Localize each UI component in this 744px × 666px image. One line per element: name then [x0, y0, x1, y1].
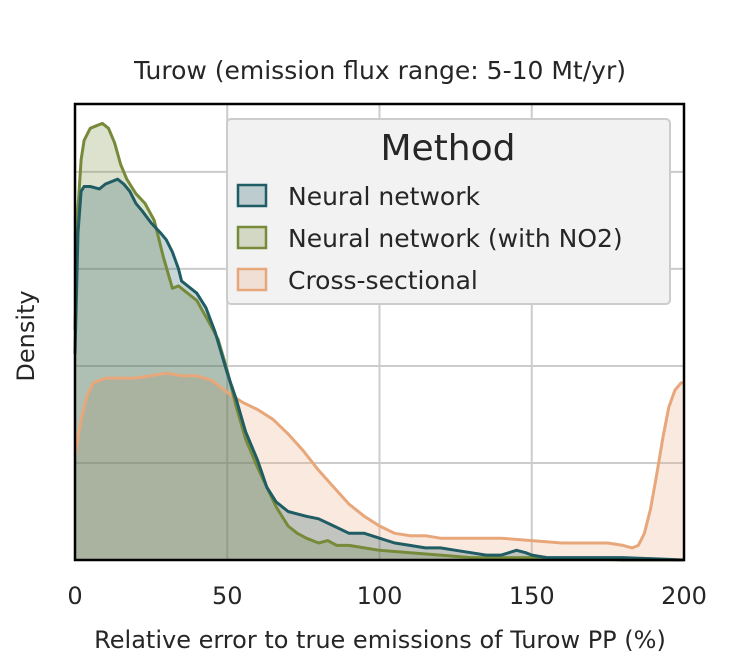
- line-neural-network-with-no2: [73, 121, 684, 562]
- legend-title: Method: [380, 128, 515, 169]
- line-neural-network: [73, 177, 685, 562]
- x-tick-label: 200: [661, 582, 707, 610]
- x-tick-label: 100: [357, 582, 403, 610]
- x-tick-label: 50: [212, 582, 243, 610]
- y-axis-label: Density: [12, 290, 40, 381]
- x-axis-ticks: 0 50 100 150 200: [67, 582, 707, 610]
- legend-label-cross-sectional: Cross-sectional: [288, 266, 478, 295]
- legend-label-neural-network-with-no2: Neural network (with NO2): [288, 224, 623, 253]
- legend-label-neural-network: Neural network: [288, 182, 480, 211]
- legend-box: [226, 118, 671, 305]
- plot-frame: [73, 102, 686, 562]
- x-tick-label: 150: [509, 582, 555, 610]
- x-tick-label: 0: [67, 582, 82, 610]
- legend-entries: Neural network Neural network (with NO2) C…: [236, 182, 623, 295]
- area-neural-network: [75, 179, 684, 560]
- legend-swatch-cross-sectional: [236, 267, 268, 292]
- chart-title: Turow (emission flux range: 5-10 Mt/yr): [133, 56, 626, 85]
- legend-swatch-neural-network: [236, 183, 268, 208]
- x-axis-label: Relative error to true emissions of Turo…: [94, 626, 666, 654]
- density-areas: [75, 123, 684, 561]
- area-cross-sectional: [75, 373, 684, 560]
- density-lines: [73, 121, 685, 562]
- area-neural-network-with-no2: [75, 123, 684, 561]
- line-cross-sectional: [73, 371, 684, 550]
- legend-swatch-neural-network-with-no2: [236, 225, 268, 250]
- legend: Method Neural network Neural network (wit…: [226, 118, 671, 305]
